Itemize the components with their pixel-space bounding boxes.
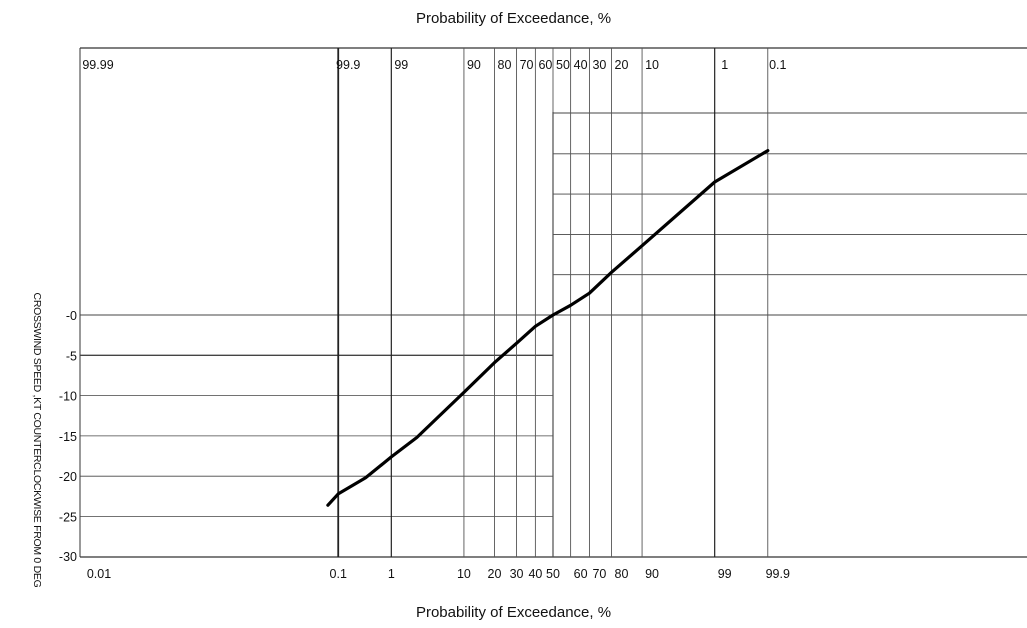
- top-tick-label: 0.1: [769, 58, 786, 72]
- data-curve: [326, 149, 770, 507]
- top-tick-label: 40: [574, 58, 588, 72]
- bottom-tick-labels: 0.01 0.1 1 10 20 30 40 50 60 70 80 90 99 99.9: [87, 567, 790, 581]
- top-tick-label: 99.9: [336, 58, 360, 72]
- y-tick-label: -30: [59, 550, 77, 564]
- bottom-tick-label: 1: [388, 567, 395, 581]
- bottom-tick-label: 30: [510, 567, 524, 581]
- bottom-tick-label: 50: [546, 567, 560, 581]
- top-tick-label: 30: [592, 58, 606, 72]
- bottom-tick-label: 90: [645, 567, 659, 581]
- top-tick-label: 20: [615, 58, 629, 72]
- bottom-tick-label: 99.9: [766, 567, 790, 581]
- y-tick-label: -15: [59, 430, 77, 444]
- y-tick-label: -5: [66, 349, 77, 363]
- bottom-tick-label: 60: [574, 567, 588, 581]
- y-tick-labels: -0 -5 -10 -15 -20 -25 -30: [59, 309, 77, 564]
- bottom-tick-label: 80: [615, 567, 629, 581]
- bottom-tick-label: 70: [592, 567, 606, 581]
- bottom-tick-label: 99: [718, 567, 732, 581]
- top-tick-label: 90: [467, 58, 481, 72]
- bottom-tick-label: 10: [457, 567, 471, 581]
- bottom-tick-label: 0.01: [87, 567, 111, 581]
- top-tick-label: 70: [520, 58, 534, 72]
- bottom-tick-label: 20: [488, 567, 502, 581]
- top-tick-label: 99: [394, 58, 408, 72]
- bottom-axis-title: Probability of Exceedance, %: [415, 604, 612, 621]
- bottom-tick-label: 40: [528, 567, 542, 581]
- top-tick-label: 10: [645, 58, 659, 72]
- top-tick-label: 1: [721, 58, 728, 72]
- bottom-tick-label: 0.1: [330, 567, 347, 581]
- y-tick-label: -25: [59, 511, 77, 525]
- y-tick-label: -0: [66, 309, 77, 323]
- top-tick-label: 99.99: [82, 58, 113, 72]
- top-axis-title: Probability of Exceedance, %: [415, 10, 612, 27]
- top-tick-label: 50: [556, 58, 570, 72]
- top-tick-label: 80: [498, 58, 512, 72]
- top-tick-labels: 99.99 99.9 99 90 80 70 60 50 40 30 20 10 1 0.1: [82, 58, 786, 72]
- y-tick-label: -10: [59, 390, 77, 404]
- grid-lines: [79, 47, 1027, 558]
- top-tick-label: 60: [538, 58, 552, 72]
- y-tick-label: -20: [59, 470, 77, 484]
- y-axis-label: CROSSWIND SPEED ,KT COUNTERCLOCKWISE FRO…: [31, 292, 43, 588]
